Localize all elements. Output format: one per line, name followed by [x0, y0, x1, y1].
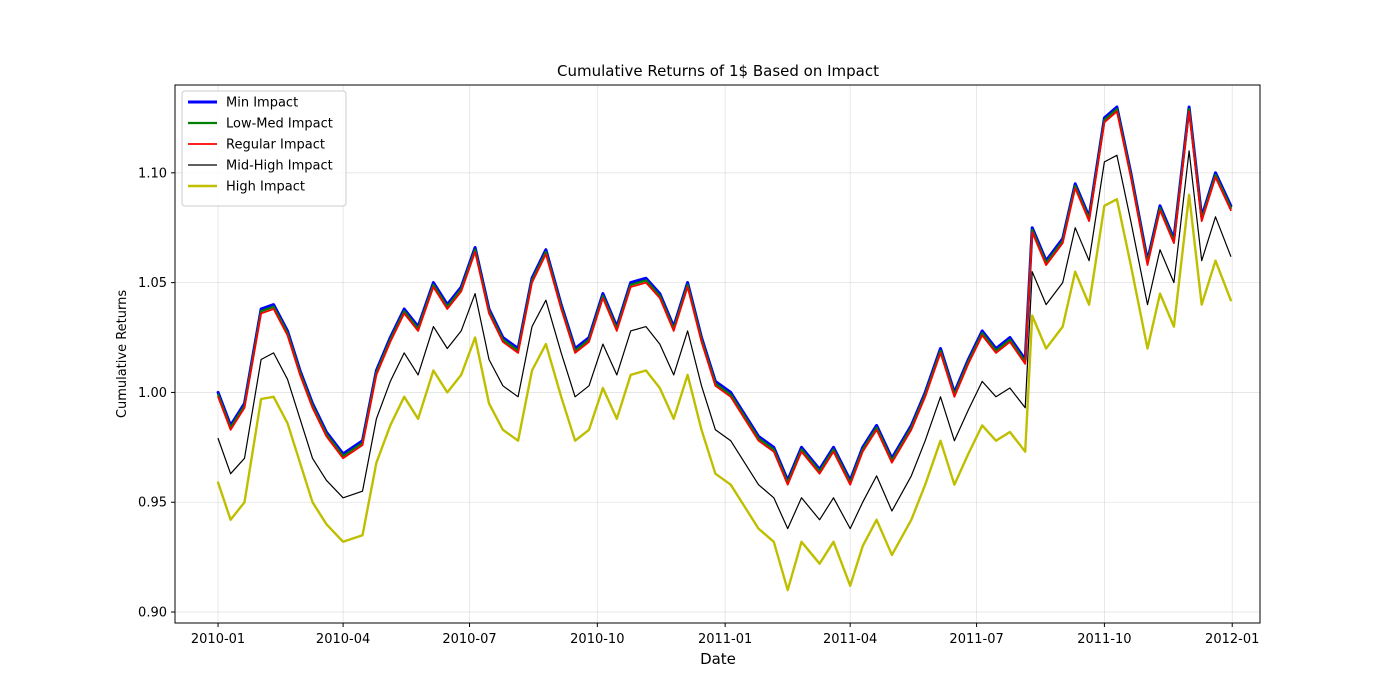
axis-ticks: 2010-01 2010-04 2010-07 2010-10 2011-01 2011-…: [138, 166, 1259, 647]
x-tick-label: 2010-10: [570, 632, 624, 647]
x-tick-label: 2011-04: [823, 632, 877, 647]
x-tick-label: 2011-10: [1077, 632, 1131, 647]
x-tick-label: 2011-07: [949, 632, 1003, 647]
chart-title: Cumulative Returns of 1$ Based on Impact: [557, 62, 879, 80]
legend-label: Min Impact: [226, 96, 298, 111]
series-line-regular-impact: [217, 110, 1232, 486]
x-tick-label: 2010-07: [442, 632, 496, 647]
series-line-high-impact: [216, 193, 1233, 592]
y-tick-label: 1.00: [138, 386, 167, 401]
legend: Min Impact Low-Med Impact Regular Impact Mi…: [181, 90, 347, 207]
y-tick-label: 0.95: [138, 496, 167, 511]
legend-label: Low-Med Impact: [226, 117, 333, 132]
legend-label: High Impact: [226, 180, 305, 195]
plot-frame: [174, 84, 1261, 624]
y-tick-label: 0.90: [138, 606, 167, 621]
x-tick-label: 2011-01: [698, 632, 752, 647]
y-tick-label: 1.10: [138, 166, 167, 181]
y-tick-label: 1.05: [138, 276, 167, 291]
series-lines: [216, 105, 1233, 592]
series-line-mid-high-impact: [217, 150, 1232, 530]
x-axis-label: Date: [700, 650, 736, 668]
legend-box: [181, 90, 347, 207]
legend-label: Mid-High Impact: [226, 159, 333, 174]
y-axis-label: Cumulative Returns: [115, 290, 130, 418]
legend-label: Regular Impact: [226, 138, 325, 153]
x-tick-label: 2010-04: [316, 632, 370, 647]
x-tick-label: 2012-01: [1205, 632, 1259, 647]
x-tick-label: 2010-01: [191, 632, 245, 647]
